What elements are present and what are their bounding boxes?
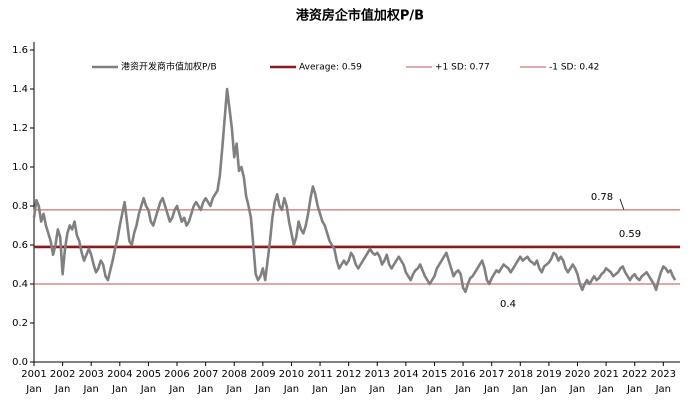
x-tick-month: Jan: [25, 384, 41, 395]
y-tick-label: 1.4: [12, 84, 28, 95]
leader-line: [619, 198, 625, 211]
data-line: [32, 87, 677, 294]
x-tick-month: Jan: [655, 384, 671, 395]
x-tick-label: 2017: [479, 369, 504, 380]
y-tick-label: 1.6: [12, 45, 28, 56]
x-tick-label: 2002: [50, 369, 75, 380]
x-tick-month: Jan: [512, 384, 528, 395]
legend: 港资开发商市值加权P/B Average: 0.59 +1 SD: 0.77 -1 S…: [92, 61, 599, 73]
x-tick-label: 2018: [508, 369, 533, 380]
x-tick-month: Jan: [111, 384, 127, 395]
annotation: 0.78: [591, 192, 613, 203]
y-tick-label: 1.2: [12, 123, 28, 134]
x-tick-label: 2010: [279, 369, 304, 380]
y-tick-label: 1.0: [12, 162, 28, 173]
x-tick-month: Jan: [254, 384, 270, 395]
x-tick-label: 2009: [250, 369, 275, 380]
x-tick-label: 2005: [136, 369, 161, 380]
x-tick-label: 2014: [393, 369, 418, 380]
x-tick-label: 2007: [193, 369, 218, 380]
x-tick-label: 2015: [422, 369, 447, 380]
y-tick-label: 0.6: [12, 240, 28, 251]
x-tick-month: Jan: [483, 384, 499, 395]
x-tick-month: Jan: [82, 384, 98, 395]
x-tick-month: Jan: [397, 384, 413, 395]
x-tick-month: Jan: [626, 384, 642, 395]
x-tick-month: Jan: [340, 384, 356, 395]
x-tick-month: Jan: [168, 384, 184, 395]
x-tick-month: Jan: [54, 384, 70, 395]
legend-label: 港资开发商市值加权P/B: [121, 61, 217, 73]
legend-label: -1 SD: 0.42: [549, 63, 599, 73]
x-tick-month: Jan: [454, 384, 470, 395]
x-tick-month: Jan: [311, 384, 327, 395]
annotation: 0.59: [619, 229, 641, 240]
x-tick-month: Jan: [597, 384, 613, 395]
x-tick-label: 2019: [536, 369, 561, 380]
x-tick-month: Jan: [197, 384, 213, 395]
x-tick-label: 2008: [222, 369, 247, 380]
legend-label: Average: 0.59: [299, 63, 362, 73]
y-tick-label: 0.8: [12, 201, 28, 212]
y-tick-label: 0.4: [12, 279, 28, 290]
x-tick-month: Jan: [540, 384, 556, 395]
annotation: 0.4: [500, 299, 516, 310]
x-tick-month: Jan: [226, 384, 242, 395]
x-tick-label: 2020: [565, 369, 590, 380]
x-tick-label: 2013: [365, 369, 390, 380]
x-tick-label: 2022: [622, 369, 647, 380]
y-tick-label: 0.2: [12, 318, 28, 329]
x-tick-label: 2011: [307, 369, 332, 380]
legend-label: +1 SD: 0.77: [435, 63, 490, 73]
x-tick-month: Jan: [283, 384, 299, 395]
x-tick-label: 2001: [21, 369, 46, 380]
x-tick-label: 2004: [107, 369, 132, 380]
x-tick-label: 2021: [593, 369, 618, 380]
y-tick-label: 0.0: [12, 357, 28, 368]
x-tick-label: 2012: [336, 369, 361, 380]
chart-title: 港资房企市值加权P/B: [296, 8, 424, 24]
x-tick-label: 2023: [651, 369, 676, 380]
x-tick-label: 2003: [78, 369, 103, 380]
x-tick-month: Jan: [426, 384, 442, 395]
x-tick-label: 2016: [450, 369, 475, 380]
x-tick-month: Jan: [140, 384, 156, 395]
x-tick-month: Jan: [369, 384, 385, 395]
x-tick-month: Jan: [569, 384, 585, 395]
x-tick-label: 2006: [164, 369, 189, 380]
